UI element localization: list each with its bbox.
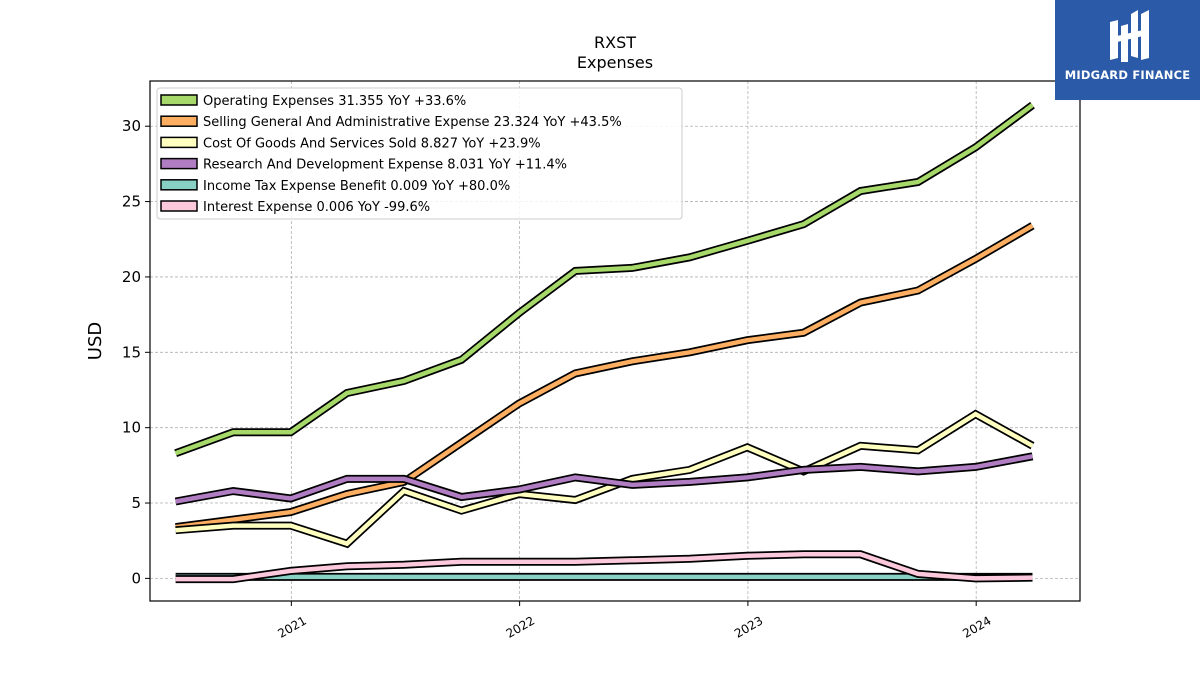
y-tick-label: 0 xyxy=(131,569,141,587)
y-tick-label: 15 xyxy=(122,343,141,361)
legend-entry-4: Income Tax Expense Benefit 0.009 YoY +80… xyxy=(203,179,510,194)
plot-frame xyxy=(149,80,1081,602)
legend-entry-5: Interest Expense 0.006 YoY -99.6% xyxy=(203,200,430,215)
legend-swatch-4 xyxy=(160,179,198,191)
chart-title: RXST xyxy=(594,33,636,52)
legend-swatch-3 xyxy=(160,157,198,170)
legend: Operating Expenses 31.355 YoY +33.6% Sell… xyxy=(156,87,683,220)
x-tick-label: 2024 xyxy=(960,613,993,640)
legend-entry-0: Operating Expenses 31.355 YoY +33.6% xyxy=(203,94,466,109)
y-tick-label: 5 xyxy=(131,494,141,512)
series-line-2 xyxy=(175,411,1034,547)
legend-entry-2: Cost Of Goods And Services Sold 8.827 Yo… xyxy=(203,136,541,151)
legend-box xyxy=(156,87,683,220)
brand-logo: MIDGARD FINANCE xyxy=(1055,0,1200,100)
legend-entry-3: Research And Development Expense 8.031 Y… xyxy=(203,158,567,173)
legend-entry-1: Selling General And Administrative Expen… xyxy=(203,115,622,130)
legend-swatch-1 xyxy=(160,115,198,127)
chart-subtitle: Expenses xyxy=(577,53,653,72)
brand-logo-text: MIDGARD FINANCE xyxy=(1064,68,1191,82)
y-tick-label: 20 xyxy=(122,268,141,286)
series-line-5 xyxy=(175,552,1033,582)
series-line-0 xyxy=(174,103,1034,456)
y-tick-label: 30 xyxy=(122,117,141,135)
y-tick-label: 25 xyxy=(122,193,141,211)
midgard-logo-icon xyxy=(1110,10,1149,62)
legend-swatch-2 xyxy=(160,136,198,149)
y-axis-label: USD xyxy=(85,322,106,360)
x-tick-label: 2022 xyxy=(504,613,537,640)
x-tick-label: 2021 xyxy=(275,613,308,640)
series-line-3 xyxy=(175,454,1033,504)
series-lines xyxy=(174,101,1035,584)
series-line-1 xyxy=(175,223,1034,530)
x-tick-label: 2023 xyxy=(732,613,765,640)
y-tick-label: 10 xyxy=(122,419,141,437)
legend-swatch-5 xyxy=(160,200,198,212)
y-axis: 0 5 10 15 20 25 30 xyxy=(122,117,150,587)
x-axis: 2021 2022 2023 2024 xyxy=(275,601,994,641)
legend-swatch-0 xyxy=(160,94,198,106)
